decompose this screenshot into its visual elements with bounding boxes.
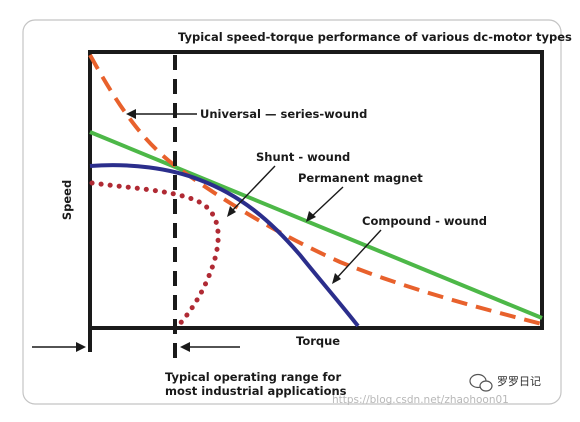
left-pointing-arrow-icon: [180, 342, 190, 352]
brand-name: 罗罗日记: [497, 375, 541, 388]
chart-title: Typical speed-torque performance of vari…: [178, 30, 572, 44]
range-note-line2: most industrial applications: [165, 384, 347, 398]
permanent-magnet-label: Permanent magnet: [298, 171, 423, 185]
right-pointing-arrow-icon: [76, 342, 86, 352]
compound-arrow-icon: [332, 273, 341, 284]
x-axis-label: Torque: [296, 334, 340, 348]
compound-pointer-line: [334, 229, 382, 281]
shunt-pointer-line: [229, 165, 276, 214]
permanent-arrow-icon: [306, 211, 316, 222]
shunt-arrow-icon: [227, 206, 236, 217]
shunt-label: Shunt - wound: [256, 150, 350, 164]
range-note-line1: Typical operating range for: [165, 370, 341, 384]
y-axis-label: Speed: [60, 180, 74, 220]
permanent-pointer-line: [309, 186, 344, 219]
universal-label: Universal — series-wound: [200, 107, 367, 121]
universal-arrow-icon: [126, 109, 136, 119]
card-border: [22, 19, 562, 405]
permanent-magnet-curve: [89, 130, 543, 320]
wechat-icon: [469, 373, 493, 392]
compound-wound-label: Compound - wound: [362, 214, 487, 228]
shunt-wound-curve: [89, 163, 360, 328]
plot-frame: [88, 50, 544, 330]
watermark-url: https://blog.csdn.net/zhaohoon01: [332, 394, 509, 406]
universal-series-wound-curve: [88, 54, 543, 326]
